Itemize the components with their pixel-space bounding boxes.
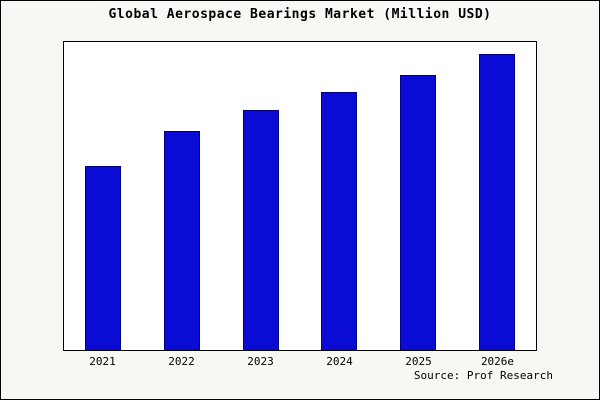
bar-slot — [221, 42, 300, 350]
bar-2022 — [164, 130, 200, 350]
bar-2026e — [478, 53, 515, 350]
plot-area — [63, 41, 537, 351]
bar-2023 — [242, 110, 279, 350]
x-tick-label-2021: 2021 — [89, 355, 116, 368]
source-note: Source: Prof Research — [413, 369, 553, 382]
x-tick-label-2024: 2024 — [326, 355, 353, 368]
bar-2024 — [321, 92, 358, 350]
bar-2025 — [400, 74, 437, 350]
x-axis-tick-labels: 2021 2022 2023 2024 2025 2026e — [63, 355, 537, 368]
x-tick-label-2026e: 2026e — [480, 355, 515, 368]
x-tick-label-2023: 2023 — [247, 355, 274, 368]
bar-slot — [457, 42, 536, 350]
x-tick-label-2025: 2025 — [405, 355, 432, 368]
x-tick-label-2022: 2022 — [168, 355, 195, 368]
bar-slot — [143, 42, 222, 350]
bar-slot — [379, 42, 458, 350]
chart-title: Global Aerospace Bearings Market (Millio… — [108, 7, 492, 22]
bar-2021 — [85, 166, 122, 350]
bar-slot — [64, 42, 143, 350]
bar-slot — [300, 42, 379, 350]
